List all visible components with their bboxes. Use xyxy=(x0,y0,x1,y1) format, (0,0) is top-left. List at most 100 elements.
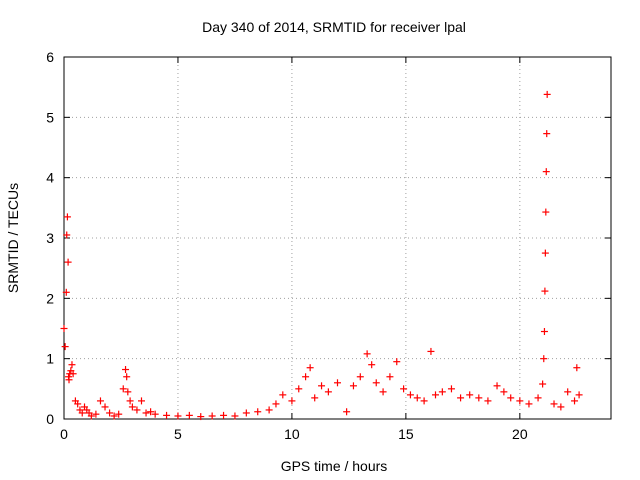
y-tick-label: 1 xyxy=(46,351,54,367)
data-point xyxy=(493,382,501,390)
data-point xyxy=(432,391,440,399)
x-axis-title: GPS time / hours xyxy=(281,458,388,474)
data-point xyxy=(356,373,364,381)
data-point xyxy=(543,90,551,98)
data-point xyxy=(62,288,70,296)
data-point xyxy=(137,397,145,405)
y-tick-label: 6 xyxy=(46,49,54,65)
data-point xyxy=(438,388,446,396)
data-point xyxy=(124,388,132,396)
data-point xyxy=(231,412,239,420)
data-point xyxy=(115,410,123,418)
data-point xyxy=(557,403,565,411)
data-point xyxy=(197,413,205,421)
data-point xyxy=(542,208,550,216)
data-point xyxy=(372,379,380,387)
data-point xyxy=(128,403,136,411)
data-point xyxy=(393,358,401,366)
data-point xyxy=(265,406,273,414)
data-point xyxy=(550,400,558,408)
data-point xyxy=(101,403,109,411)
x-tick-label: 0 xyxy=(60,426,68,442)
data-point xyxy=(573,364,581,372)
data-point xyxy=(500,388,508,396)
data-point xyxy=(295,385,303,393)
data-point xyxy=(60,325,68,332)
data-point xyxy=(541,287,549,295)
data-point xyxy=(87,412,95,420)
chart-title: Day 340 of 2014, SRMTID for receiver lpa… xyxy=(202,19,466,35)
y-tick-label: 2 xyxy=(46,290,54,306)
data-point xyxy=(466,391,474,399)
data-point xyxy=(400,385,408,393)
data-point xyxy=(306,364,314,372)
data-point xyxy=(406,391,414,399)
data-point xyxy=(185,411,193,419)
data-point xyxy=(122,366,130,374)
data-point xyxy=(516,397,524,405)
data-point xyxy=(575,391,583,399)
data-point xyxy=(119,385,127,393)
data-point xyxy=(163,411,171,419)
data-point xyxy=(543,130,551,138)
grid-lines xyxy=(64,57,611,419)
data-point xyxy=(64,258,72,266)
data-point xyxy=(447,385,455,393)
data-point xyxy=(92,410,100,418)
data-point xyxy=(541,249,549,257)
x-tick-label: 15 xyxy=(398,426,414,442)
y-tick-label: 5 xyxy=(46,109,54,125)
data-point xyxy=(475,394,483,402)
data-point xyxy=(363,350,371,358)
data-point xyxy=(106,409,114,417)
data-point xyxy=(78,409,86,417)
axis-ticks: 0 5 10 15 20 0 1 2 3 4 5 6 xyxy=(46,49,611,442)
data-point xyxy=(542,168,550,176)
data-point xyxy=(318,382,326,390)
x-tick-label: 5 xyxy=(174,426,182,442)
data-point xyxy=(74,400,82,408)
data-point xyxy=(457,394,465,402)
data-point xyxy=(220,411,228,419)
data-point xyxy=(61,343,69,351)
data-point xyxy=(507,394,515,402)
data-point xyxy=(571,397,579,405)
data-point xyxy=(484,397,492,405)
data-point xyxy=(151,410,159,418)
data-point xyxy=(324,388,332,396)
data-point xyxy=(69,370,77,378)
data-point xyxy=(420,397,428,405)
data-point xyxy=(147,408,155,416)
data-point xyxy=(343,408,351,416)
y-tick-label: 4 xyxy=(46,170,54,186)
data-point xyxy=(96,397,104,405)
data-point xyxy=(349,382,357,390)
x-tick-label: 20 xyxy=(512,426,528,442)
data-point xyxy=(63,213,71,221)
data-point xyxy=(540,355,548,363)
data-point xyxy=(142,409,150,417)
data-point xyxy=(386,373,394,381)
data-point xyxy=(254,408,262,416)
x-tick-label: 10 xyxy=(284,426,300,442)
data-point xyxy=(534,394,542,402)
data-point xyxy=(288,397,296,405)
data-point xyxy=(279,391,287,399)
data-point xyxy=(174,412,182,420)
y-tick-label: 0 xyxy=(46,411,54,427)
data-point xyxy=(272,400,280,408)
y-axis-title: SRMTID / TECUs xyxy=(5,183,21,293)
data-point xyxy=(63,231,71,239)
data-points xyxy=(60,90,583,421)
data-point xyxy=(65,376,73,384)
data-point xyxy=(379,388,387,396)
data-point xyxy=(540,328,548,336)
data-point xyxy=(302,373,310,381)
data-point xyxy=(311,394,319,402)
data-point xyxy=(539,380,547,388)
data-point xyxy=(427,347,435,355)
data-point xyxy=(110,412,118,420)
data-point xyxy=(334,379,341,387)
y-tick-label: 3 xyxy=(46,230,54,246)
